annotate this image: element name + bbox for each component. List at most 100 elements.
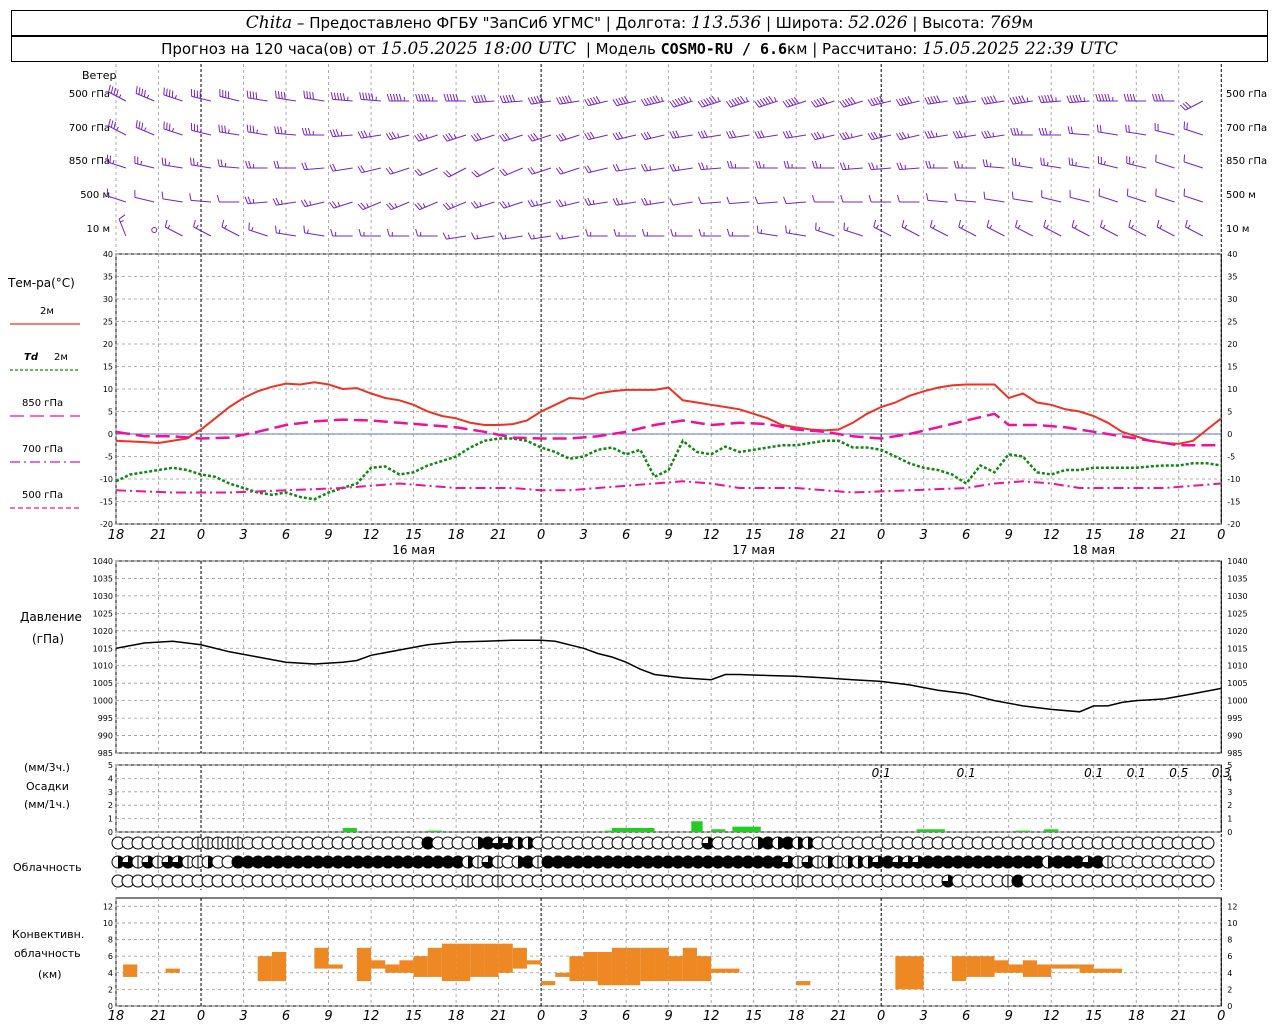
wind-barb-shaft: [1183, 195, 1203, 203]
time-tick-label: 18: [448, 528, 465, 543]
wind-barb-feather: [768, 95, 774, 103]
wind-barb-feather: [670, 228, 674, 237]
wind-barb: [924, 95, 948, 105]
wind-barb: [470, 132, 495, 142]
wind-barb-feather: [1179, 104, 1186, 111]
wind-barb-feather: [683, 95, 689, 103]
wind-barb-feather: [502, 200, 508, 208]
wind-barb-feather: [395, 93, 399, 102]
wind-barb-feather: [527, 134, 533, 142]
wind-barb-feather: [984, 130, 989, 138]
wind-barb: [613, 228, 637, 237]
convective-bar: [1008, 964, 1023, 973]
wind-barb-feather: [672, 163, 677, 171]
wind-barb-feather: [445, 170, 452, 176]
wind-barb: [471, 232, 495, 240]
wind-barb-feather: [1071, 219, 1075, 228]
precip-tick-left: 0: [108, 828, 113, 837]
bottom-time-tick-label: 21: [1170, 1009, 1187, 1024]
wind-barb: [612, 96, 637, 107]
convective-tick-right: 2: [1227, 985, 1232, 994]
wind-barb-feather: [640, 99, 646, 106]
wind-barb-feather: [1016, 127, 1020, 136]
wind-barb-feather: [558, 133, 564, 141]
convective-tick-left: 8: [108, 936, 113, 945]
precip-bar: [342, 827, 357, 832]
wind-barb-feather: [360, 165, 365, 173]
wind-barb-feather: [555, 134, 561, 142]
wind-barb-shaft: [504, 167, 523, 177]
wind-barb-feather: [640, 133, 646, 140]
dash: –: [296, 14, 305, 32]
pressure-tick-right: 1020: [1227, 627, 1247, 636]
convective-bar: [385, 964, 400, 973]
wind-barb-feather: [587, 165, 592, 173]
wind-barb: [301, 127, 325, 136]
precip-total-label: 0.5: [1169, 766, 1188, 780]
wind-barb-shaft: [304, 97, 325, 102]
wind-barb-feather: [621, 96, 626, 104]
wind-barb-half-feather: [448, 234, 450, 239]
pressure-tick-right: 1015: [1227, 644, 1247, 653]
wind-barb-feather: [895, 99, 901, 106]
wind-barb-feather: [471, 95, 475, 103]
wind-barb-half-feather: [717, 97, 720, 102]
wind-barb-feather: [106, 188, 109, 196]
wind-barb-feather: [252, 125, 255, 133]
wind-barb-feather: [956, 160, 960, 169]
wind-barb-feather: [1123, 93, 1127, 102]
wind-barb: [163, 87, 183, 102]
cloud-three-quarter-mark: [782, 856, 794, 868]
pressure-tick-left: 1010: [93, 662, 113, 671]
temp-tick-left: 25: [103, 318, 113, 327]
wind-barb-feather: [987, 130, 992, 138]
convective-bar: [1107, 968, 1123, 973]
wind-barb-shaft: [616, 134, 637, 141]
wind-barb: [669, 198, 693, 206]
wind-barb-half-feather: [146, 94, 150, 99]
wind-barb-half-feather: [1045, 224, 1049, 229]
wind-barb-feather: [415, 93, 419, 102]
wind-barb-shaft: [276, 97, 297, 102]
wind-barb-feather: [930, 96, 935, 104]
wind-barb-half-feather: [533, 234, 535, 239]
wind-barb-feather: [424, 93, 428, 102]
wind-barb: [1183, 188, 1203, 203]
wind-barb-half-feather: [561, 234, 564, 239]
wind-barb-half-feather: [1017, 224, 1021, 229]
convective-bar: [1093, 968, 1108, 973]
wind-barb: [246, 90, 268, 102]
wind-barb: [245, 160, 268, 169]
wind-barb-feather: [332, 163, 337, 171]
header-forecast-line: Прогноз на 120 часа(ов) от 15.05.2025 18…: [11, 36, 1268, 62]
wind-barb-feather: [677, 97, 683, 105]
wind-barb: [385, 131, 410, 141]
wind-barb-feather: [388, 166, 394, 174]
wind-barb-shaft: [361, 98, 382, 102]
wind-barb-shaft: [361, 167, 382, 174]
wind-barb-shaft: [1013, 198, 1033, 203]
wind-barb-feather: [644, 163, 649, 171]
convective-tick-right: 10: [1227, 919, 1237, 928]
wind-level-left: 10 м: [87, 224, 110, 235]
wind-barb-feather: [564, 95, 569, 103]
cloud-cover-symbol: [491, 836, 505, 850]
wind-barb-feather: [793, 96, 799, 104]
wind-barb-half-feather: [564, 201, 567, 206]
wind-barb-shaft: [162, 164, 183, 169]
bottom-time-tick-label: 18: [108, 1009, 125, 1024]
wind-barb-feather: [473, 200, 479, 208]
wind-barb-half-feather: [935, 132, 938, 137]
wind-barb-shaft: [390, 167, 410, 175]
time-tick-label: 0: [1217, 528, 1225, 543]
wind-barb-shaft: [644, 134, 665, 141]
wind-barb-feather: [1066, 95, 1071, 103]
wind-barb-shaft: [843, 134, 863, 141]
wind-barb-feather: [847, 97, 853, 105]
wind-barb-feather: [958, 96, 963, 104]
wind-barb-feather: [473, 133, 479, 141]
cloud-cover-symbol: [471, 855, 485, 869]
wind-barb-feather: [850, 96, 856, 104]
wind-barb-feather: [556, 97, 561, 105]
convective-bar: [257, 956, 272, 982]
